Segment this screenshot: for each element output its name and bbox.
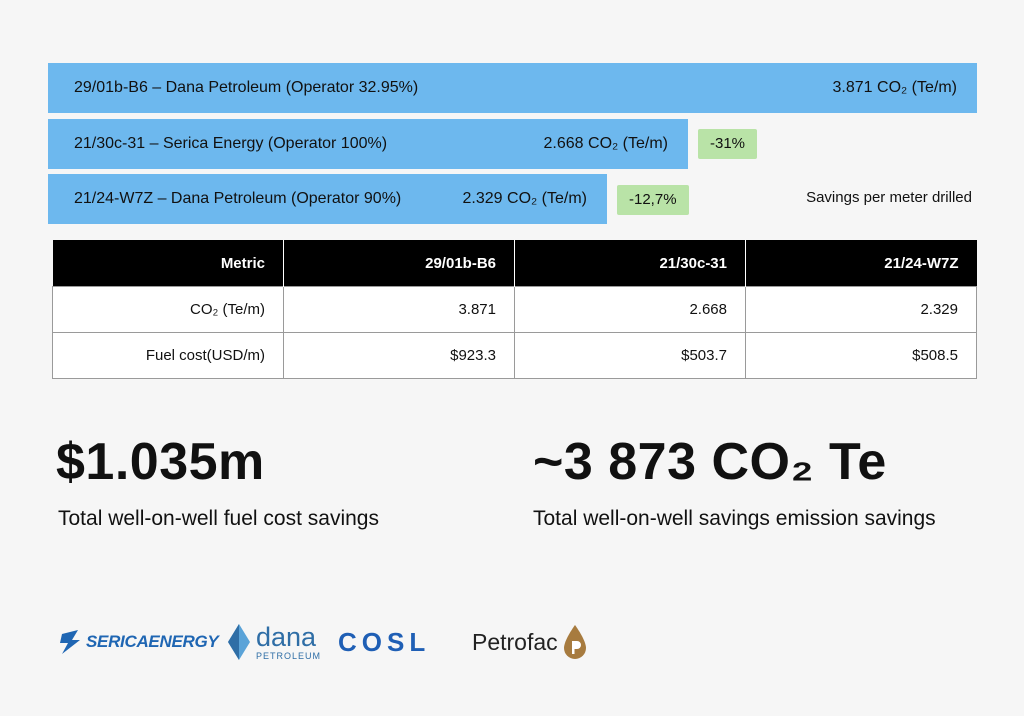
table-cell: Fuel cost(USD/m) — [52, 332, 284, 379]
bar-value: 2.329 CO₂ (Te/m) — [462, 190, 587, 207]
cosl-logo: COSL — [338, 620, 430, 664]
table-cell: $503.7 — [514, 332, 746, 379]
table-cell: $508.5 — [745, 332, 977, 379]
table-row: Fuel cost(USD/m) $923.3 $503.7 $508.5 — [52, 332, 977, 379]
table-cell: $923.3 — [283, 332, 515, 379]
table-cell: CO₂ (Te/m) — [52, 286, 284, 333]
table-row: CO₂ (Te/m) 3.871 2.668 2.329 — [52, 286, 977, 333]
dana-logo-subtext: PETROLEUM — [256, 650, 322, 661]
table-header: Metric — [52, 240, 284, 287]
table-header-row: Metric 29/01b-B6 21/30c-31 21/24-W7Z — [52, 240, 977, 287]
savings-badge: -31% — [698, 129, 758, 159]
dana-logo-text: dana — [256, 621, 317, 652]
bar-21-24-w7z: 21/24-W7Z – Dana Petroleum (Operator 90%… — [48, 174, 607, 224]
cost-savings-value: $1.035m — [56, 433, 265, 491]
bar-label: 29/01b-B6 – Dana Petroleum (Operator 32.… — [74, 79, 419, 96]
cost-savings-label: Total well-on-well fuel cost savings — [58, 507, 379, 530]
bar-value: 3.871 CO₂ (Te/m) — [832, 79, 957, 96]
table-header: 29/01b-B6 — [283, 240, 515, 287]
emission-savings-value: ~3 873 CO₂ Te — [533, 433, 887, 491]
petrofac-logo: Petrofac — [472, 620, 588, 664]
petrofac-drop-icon — [563, 625, 586, 659]
savings-note: Savings per meter drilled — [806, 189, 972, 206]
table-cell: 2.668 — [514, 286, 746, 333]
table-header: 21/24-W7Z — [745, 240, 977, 287]
dana-petroleum-logo: dana PETROLEUM — [226, 620, 321, 664]
bar-21-30c-31: 21/30c-31 – Serica Energy (Operator 100%… — [48, 119, 688, 169]
savings-badge: -12,7% — [617, 185, 689, 215]
dana-mark-icon — [228, 624, 250, 660]
petrofac-logo-text: Petrofac — [472, 628, 558, 655]
serica-swoosh-icon — [60, 630, 80, 654]
emission-savings-label: Total well-on-well savings emission savi… — [533, 507, 936, 530]
table-cell: 3.871 — [283, 286, 515, 333]
cosl-logo-text: COSL — [338, 626, 431, 657]
table-header: 21/30c-31 — [514, 240, 746, 287]
metrics-table: Metric 29/01b-B6 21/30c-31 21/24-W7Z CO₂… — [52, 240, 977, 379]
serica-energy-logo: SERICAENERGY — [58, 620, 219, 664]
table-cell: 2.329 — [745, 286, 977, 333]
serica-logo-text: SERICAENERGY — [86, 632, 219, 651]
bar-label: 21/24-W7Z – Dana Petroleum (Operator 90%… — [74, 190, 402, 207]
bar-label: 21/30c-31 – Serica Energy (Operator 100%… — [74, 135, 388, 152]
bar-29-01b-b6: 29/01b-B6 – Dana Petroleum (Operator 32.… — [48, 63, 977, 113]
bar-value: 2.668 CO₂ (Te/m) — [543, 135, 668, 152]
